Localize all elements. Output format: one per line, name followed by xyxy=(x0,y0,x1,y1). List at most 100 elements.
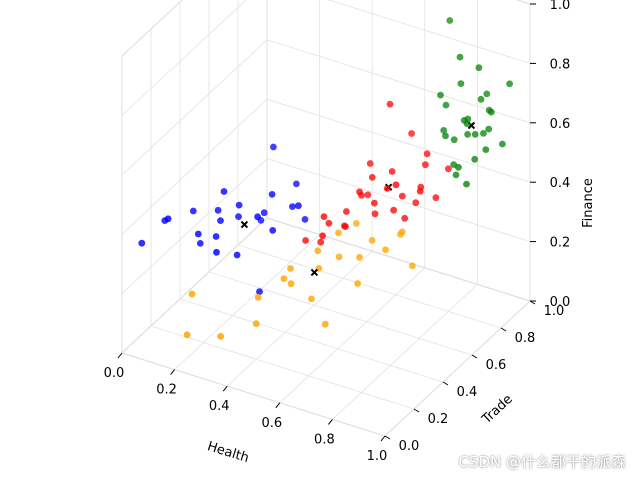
data-point xyxy=(189,207,197,215)
data-point xyxy=(196,240,204,247)
data-point xyxy=(422,161,429,169)
y-tick-label: 0.4 xyxy=(457,385,478,400)
y-tick xyxy=(413,408,420,413)
y-grid-line xyxy=(266,0,531,302)
data-point xyxy=(269,227,277,234)
x-grid-line xyxy=(121,0,268,354)
centroid-marker xyxy=(310,268,319,277)
data-point xyxy=(408,130,415,137)
data-point xyxy=(475,64,483,72)
data-point xyxy=(356,253,363,261)
centroid-stroke xyxy=(240,220,249,229)
data-point xyxy=(480,130,487,137)
data-point xyxy=(383,185,391,192)
y-tick xyxy=(384,435,391,440)
data-point xyxy=(325,219,333,227)
data-point xyxy=(217,333,225,340)
data-point xyxy=(280,275,288,282)
data-point xyxy=(397,230,404,238)
z-grid-line xyxy=(121,158,531,294)
data-point xyxy=(463,180,470,188)
data-point xyxy=(499,140,506,148)
y-tick-label: 0.2 xyxy=(428,412,449,427)
data-point xyxy=(477,95,485,103)
x-axis-label: Health xyxy=(205,439,250,466)
data-point xyxy=(471,155,479,163)
data-point xyxy=(455,163,462,171)
data-point xyxy=(408,262,416,270)
z-grid-line xyxy=(121,0,531,116)
data-point xyxy=(471,131,479,138)
y-tick-label: 1.0 xyxy=(544,304,565,319)
z-grid-line xyxy=(121,217,531,354)
y-tick-label: 0.6 xyxy=(486,358,507,373)
data-point xyxy=(386,100,394,108)
x-tick-label: 0.0 xyxy=(104,366,125,381)
x-tick xyxy=(117,352,123,359)
data-point xyxy=(314,247,322,255)
z-tick-label: 0.8 xyxy=(550,57,571,72)
data-point xyxy=(388,168,396,175)
tick-labels: 0.00.20.40.60.81.00.00.20.40.60.81.00.00… xyxy=(104,0,571,464)
x-grid-line xyxy=(332,0,478,420)
z-tick-label: 0.6 xyxy=(550,117,571,132)
data-point xyxy=(432,194,440,202)
back-pane xyxy=(266,0,531,302)
data-point xyxy=(183,331,191,339)
data-point xyxy=(450,136,458,144)
data-point xyxy=(464,131,471,138)
centroid-marker xyxy=(240,220,249,229)
data-point xyxy=(445,165,452,173)
data-point xyxy=(335,229,342,237)
z-tick-label: 0.2 xyxy=(550,236,571,251)
x-tick-label: 0.2 xyxy=(156,383,177,398)
data-point xyxy=(233,251,241,259)
y-tick xyxy=(442,381,449,386)
data-point xyxy=(452,171,460,179)
data-point xyxy=(287,265,294,272)
data-point xyxy=(390,206,397,214)
data-point xyxy=(254,293,262,301)
data-point xyxy=(506,80,513,88)
y-axis-label: Trade xyxy=(479,392,516,428)
data-point xyxy=(398,192,406,200)
data-point xyxy=(212,233,220,240)
x-tick-label: 0.8 xyxy=(314,432,335,447)
data-point xyxy=(317,238,325,246)
data-point xyxy=(446,17,454,24)
data-point xyxy=(213,248,220,256)
watermark: CSDN @什么都干的派森 xyxy=(458,453,626,471)
centroid-stroke xyxy=(467,121,476,130)
y-tick-label: 0.0 xyxy=(399,439,420,454)
data-point xyxy=(423,150,431,158)
data-point xyxy=(260,209,268,217)
y-grid-line xyxy=(150,29,415,410)
data-point xyxy=(356,188,363,196)
data-point xyxy=(460,117,468,124)
data-point xyxy=(341,222,348,230)
data-point xyxy=(442,132,449,140)
z-tick-label: 0.4 xyxy=(550,176,571,191)
data-point xyxy=(194,230,202,238)
data-point xyxy=(293,180,300,188)
data-point xyxy=(368,236,376,244)
data-point xyxy=(456,53,464,61)
data-point xyxy=(235,213,242,221)
data-point xyxy=(366,160,374,167)
data-point xyxy=(164,215,172,223)
z-grid-line xyxy=(121,39,531,176)
x-grid-line xyxy=(226,0,373,387)
x-tick xyxy=(222,385,228,392)
y-grid-line xyxy=(208,0,473,356)
z-tick-label: 1.0 xyxy=(550,0,571,13)
data-point xyxy=(217,217,224,225)
y-grid-line xyxy=(121,56,386,437)
data-point xyxy=(302,237,309,244)
left-pane xyxy=(121,0,268,355)
data-point xyxy=(295,202,302,210)
centroid-stroke xyxy=(310,268,319,277)
data-point xyxy=(485,125,493,133)
grid-lines xyxy=(121,0,531,437)
data-point xyxy=(320,213,328,221)
y-tick xyxy=(471,354,478,359)
